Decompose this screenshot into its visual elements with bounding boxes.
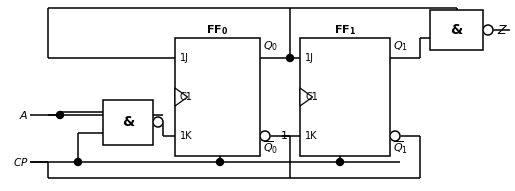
Polygon shape	[300, 88, 313, 106]
Text: $\overline{Q}_0$: $\overline{Q}_0$	[263, 140, 278, 156]
Bar	[300, 38, 390, 156]
Circle shape	[153, 117, 163, 127]
Text: $Q_0$: $Q_0$	[263, 39, 278, 53]
Bar	[430, 10, 483, 50]
Circle shape	[336, 159, 344, 165]
Text: $\mathbf{FF_1}$: $\mathbf{FF_1}$	[334, 23, 356, 37]
Bar	[175, 38, 260, 156]
Circle shape	[483, 25, 493, 35]
Text: 1J: 1J	[180, 53, 189, 63]
Text: &: &	[122, 116, 134, 129]
Text: $\mathbf{FF_0}$: $\mathbf{FF_0}$	[207, 23, 229, 37]
Polygon shape	[175, 88, 187, 106]
Text: &: &	[451, 23, 462, 37]
Text: 1K: 1K	[305, 131, 318, 141]
Circle shape	[216, 159, 224, 165]
Circle shape	[57, 112, 63, 118]
Text: 1: 1	[281, 131, 288, 141]
Circle shape	[75, 159, 81, 165]
Circle shape	[390, 131, 400, 141]
Text: $\overline{Q}_1$: $\overline{Q}_1$	[393, 140, 408, 156]
Text: C1: C1	[180, 92, 193, 102]
Text: 1K: 1K	[180, 131, 193, 141]
Text: 1J: 1J	[305, 53, 314, 63]
Text: $A$: $A$	[19, 109, 28, 121]
Text: $CP$: $CP$	[12, 156, 28, 168]
Text: $Z$: $Z$	[497, 23, 508, 36]
Text: $Q_1$: $Q_1$	[393, 39, 408, 53]
Text: C1: C1	[305, 92, 318, 102]
Bar	[103, 100, 153, 145]
Circle shape	[286, 54, 294, 62]
Circle shape	[260, 131, 270, 141]
